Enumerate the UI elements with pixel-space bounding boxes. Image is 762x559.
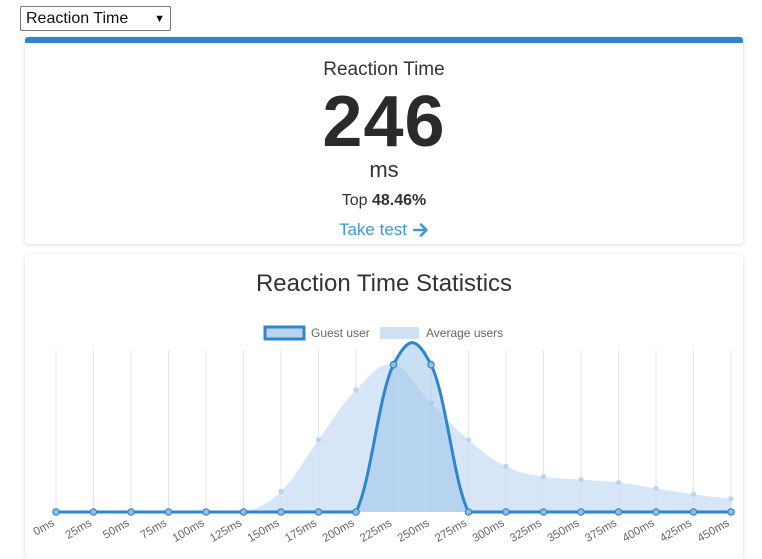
x-tick-label: 100ms: [171, 517, 207, 545]
guest-user-point: [239, 508, 248, 516]
x-tick-label: 0ms: [32, 517, 57, 538]
average-users-point: [615, 479, 622, 486]
guest-user-point: [164, 508, 173, 516]
score-card: Reaction Time 246 ms Top 48.46% Take tes…: [25, 37, 743, 244]
x-tick-label: 175ms: [283, 517, 319, 545]
guest-user-point: [689, 508, 698, 516]
average-users-point: [690, 491, 697, 497]
score-unit: ms: [369, 157, 399, 182]
take-test-link[interactable]: Take test: [25, 220, 743, 240]
average-users-point: [278, 488, 284, 494]
guest-user-point: [727, 508, 735, 516]
x-tick-label: 225ms: [358, 517, 394, 545]
x-tick-label: 350ms: [546, 517, 582, 545]
average-users-point: [728, 496, 734, 502]
x-tick-label: 200ms: [321, 517, 357, 545]
legend-swatch-guest-user: [263, 325, 306, 341]
x-tick-label: 150ms: [246, 517, 282, 545]
legend-label-guest-user: Guest user: [311, 326, 370, 340]
guest-user-point: [427, 360, 435, 369]
x-tick-label: 275ms: [433, 517, 469, 545]
x-tick-label: 400ms: [621, 517, 657, 545]
x-tick-label: 75ms: [139, 517, 170, 542]
average-users-point: [540, 474, 547, 480]
guest-user-point: [464, 508, 473, 516]
statistics-title: Reaction Time Statistics: [255, 270, 513, 297]
score-title: Reaction Time: [323, 59, 445, 80]
guest-user-point: [52, 508, 60, 516]
test-type-select-value: Reaction Time: [26, 9, 129, 27]
guest-user-point: [277, 508, 285, 516]
guest-user-point: [89, 508, 98, 516]
average-users-point: [503, 463, 509, 469]
guest-user-point: [314, 508, 323, 516]
average-users-point: [315, 437, 322, 443]
x-tick-label: 450ms: [696, 517, 732, 545]
guest-user-point: [539, 508, 548, 516]
guest-user-point: [389, 360, 398, 369]
take-test-label: Take test: [338, 220, 408, 239]
x-tick-label: 50ms: [101, 517, 132, 542]
x-tick-label: 300ms: [471, 517, 507, 545]
average-users-point: [465, 437, 472, 443]
score-value: 246: [322, 82, 446, 162]
legend-label-average-users: Average users: [426, 326, 503, 340]
x-tick-label: 125ms: [208, 517, 244, 545]
average-users-point: [353, 387, 359, 393]
chevron-down-icon: ▼: [154, 12, 165, 25]
score-rank: Top 48.46%: [25, 192, 743, 210]
test-type-select[interactable]: Reaction Time ▼: [20, 6, 171, 31]
x-tick-label: 250ms: [396, 517, 432, 545]
guest-user-point: [127, 508, 135, 516]
rank-percentage: 48.46%: [371, 192, 427, 209]
arrow-right-icon: [413, 223, 428, 237]
guest-user-point: [614, 508, 623, 516]
average-users-point: [578, 477, 584, 483]
x-tick-label: 375ms: [583, 517, 619, 545]
rank-prefix: Top: [341, 192, 368, 209]
guest-user-point: [502, 508, 510, 516]
legend-swatch-average-users: [380, 327, 419, 339]
x-tick-label: 425ms: [658, 517, 694, 545]
x-tick-label: 25ms: [64, 517, 95, 542]
guest-user-area: [56, 342, 731, 512]
guest-user-point: [652, 508, 660, 516]
average-users-point: [653, 485, 659, 492]
guest-user-point: [202, 508, 210, 516]
guest-user-point: [352, 508, 360, 516]
guest-user-point: [577, 508, 585, 516]
x-tick-label: 325ms: [508, 517, 544, 545]
